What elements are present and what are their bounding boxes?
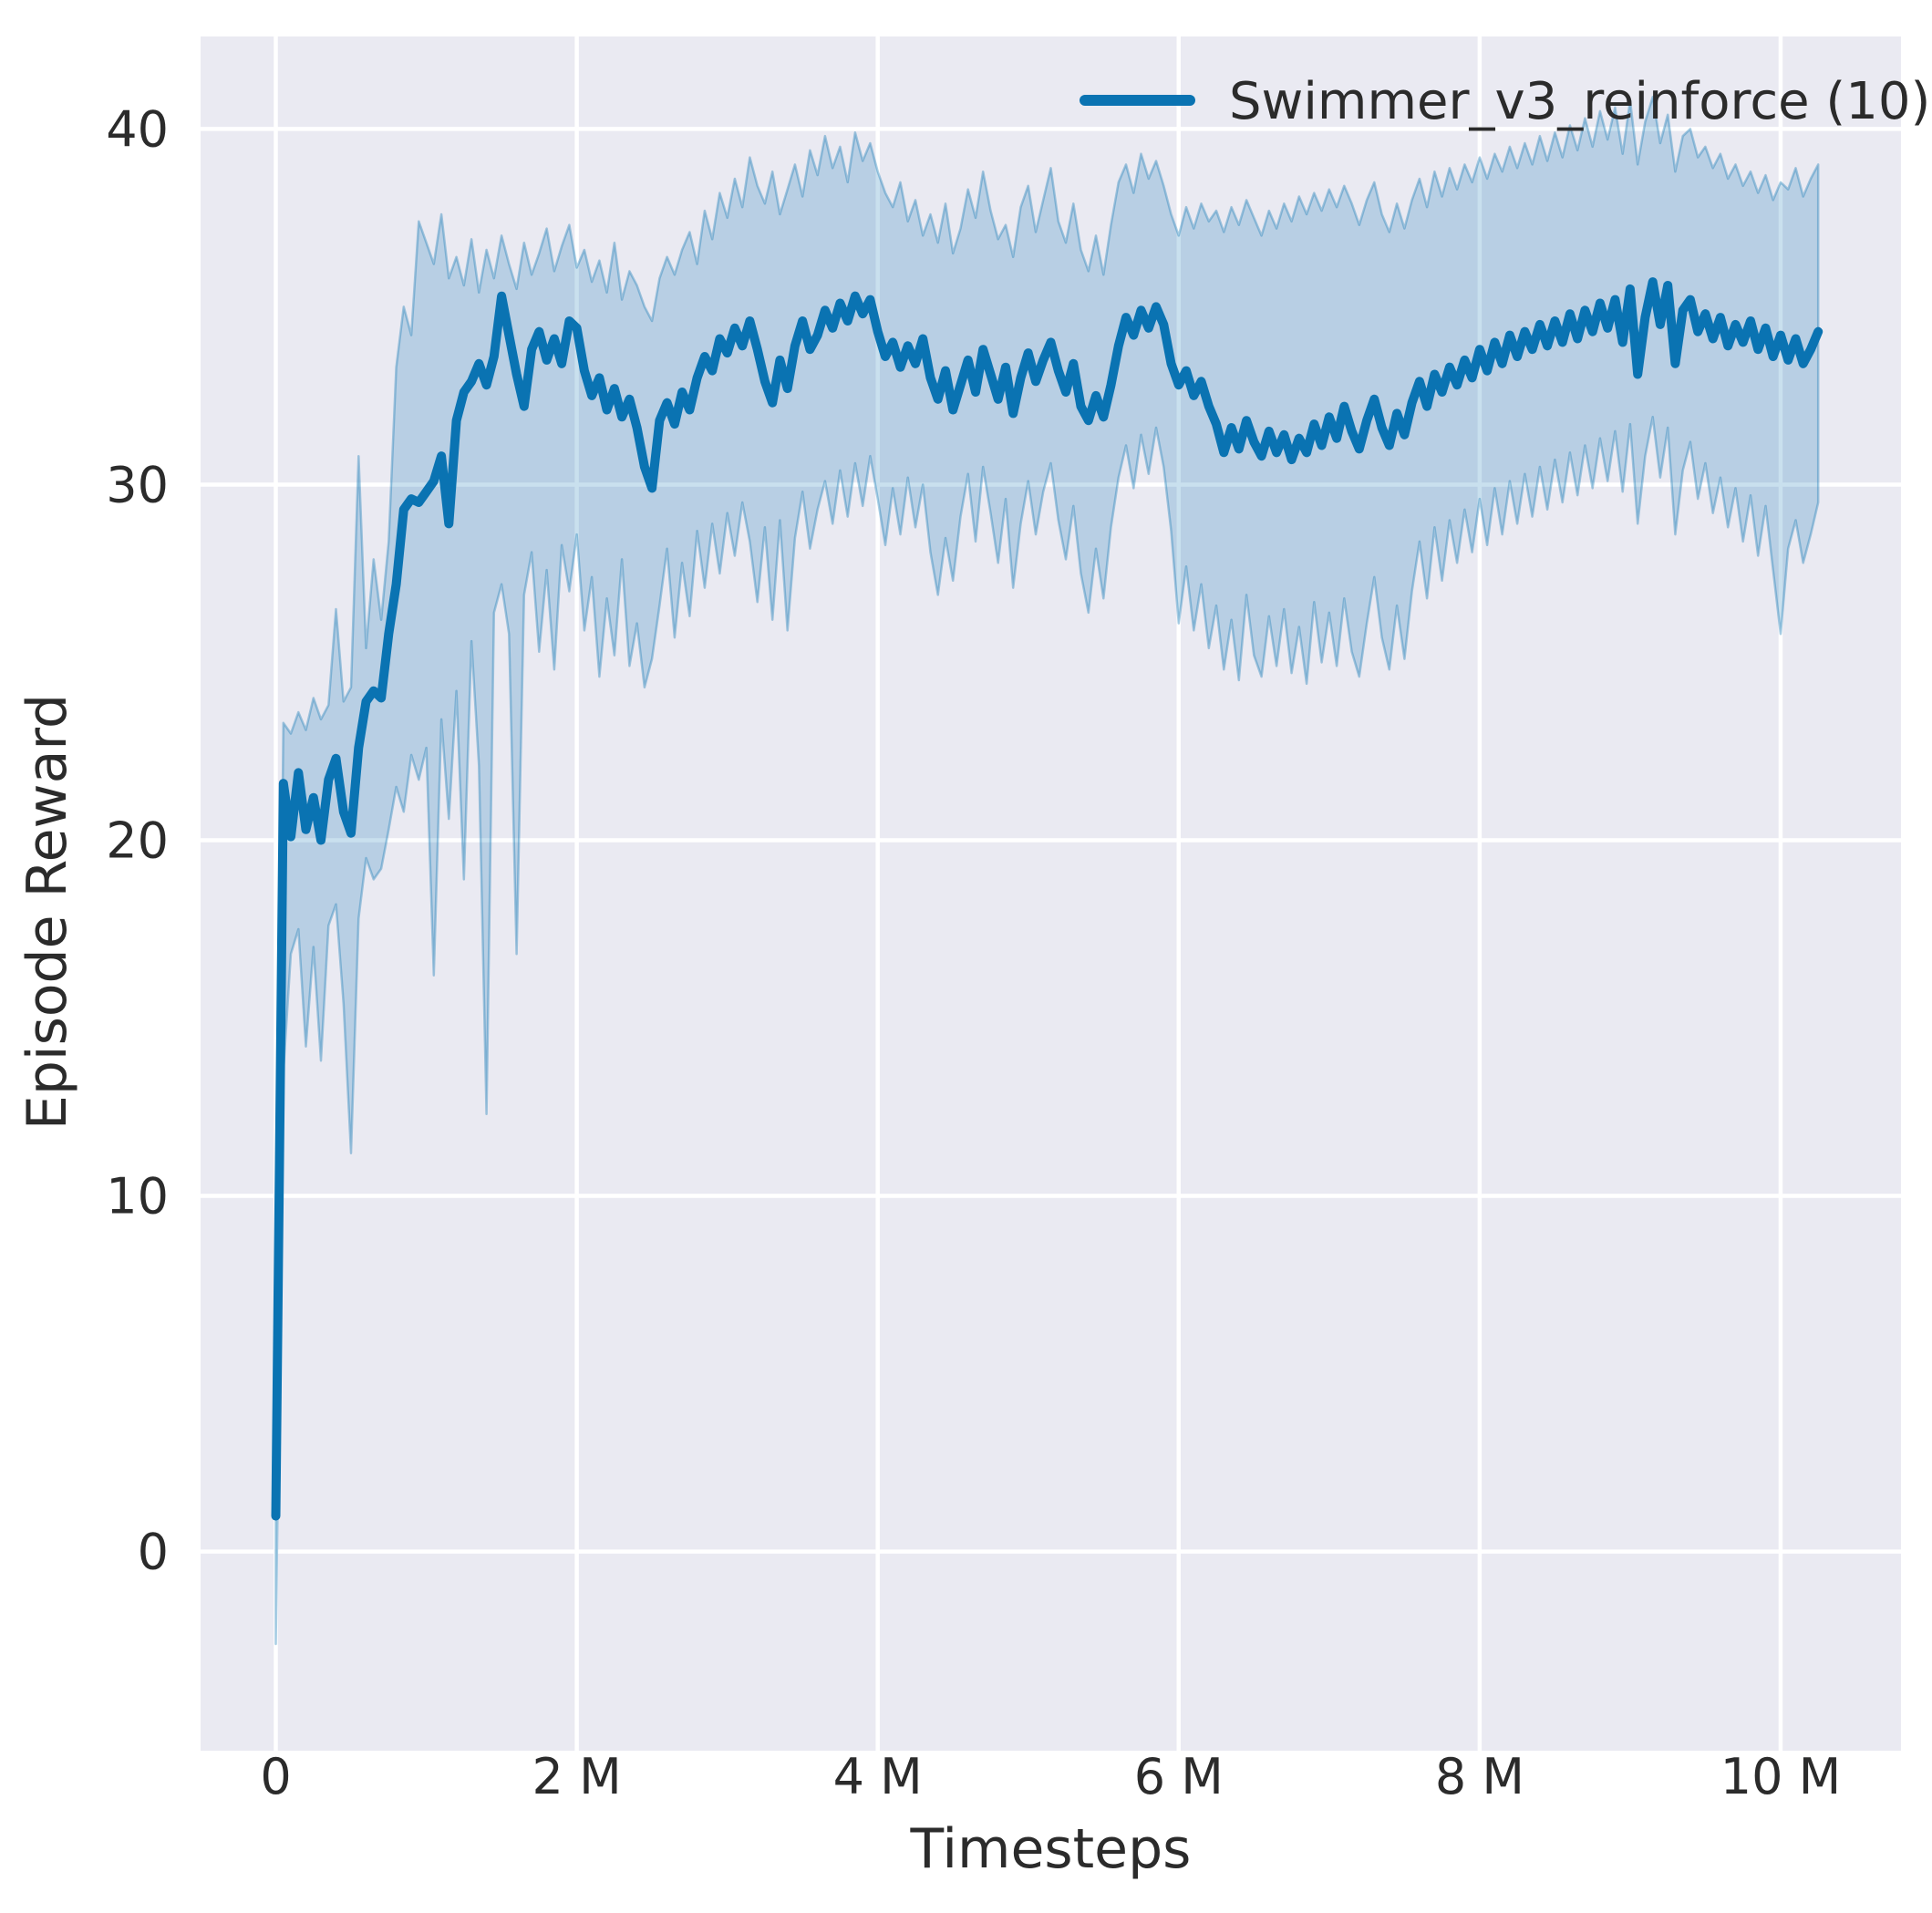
confidence-band (274, 96, 1820, 1646)
y-tick-label: 0 (138, 1524, 169, 1581)
x-tick-label: 2 M (532, 1748, 622, 1805)
y-tick-label: 40 (106, 100, 169, 158)
tick-layer: 0 2 M 4 M 6 M 8 M 10 M 0 10 20 30 40 (106, 100, 1841, 1805)
y-tick-label: 10 (106, 1168, 169, 1225)
legend-label: Swimmer_v3_reinforce (10) (1229, 72, 1930, 131)
y-tick-label: 20 (106, 812, 169, 869)
x-tick-label: 6 M (1134, 1748, 1224, 1805)
x-tick-label: 8 M (1435, 1748, 1524, 1805)
x-tick-label: 4 M (833, 1748, 923, 1805)
y-axis-label: Episode Reward (15, 694, 79, 1130)
legend: Swimmer_v3_reinforce (10) (1080, 72, 1930, 131)
x-tick-label: 10 M (1720, 1748, 1841, 1805)
x-tick-label: 0 (260, 1748, 291, 1805)
y-tick-label: 30 (106, 456, 169, 513)
mean-line (271, 277, 1824, 1521)
x-axis-label: Timesteps (910, 1817, 1192, 1881)
